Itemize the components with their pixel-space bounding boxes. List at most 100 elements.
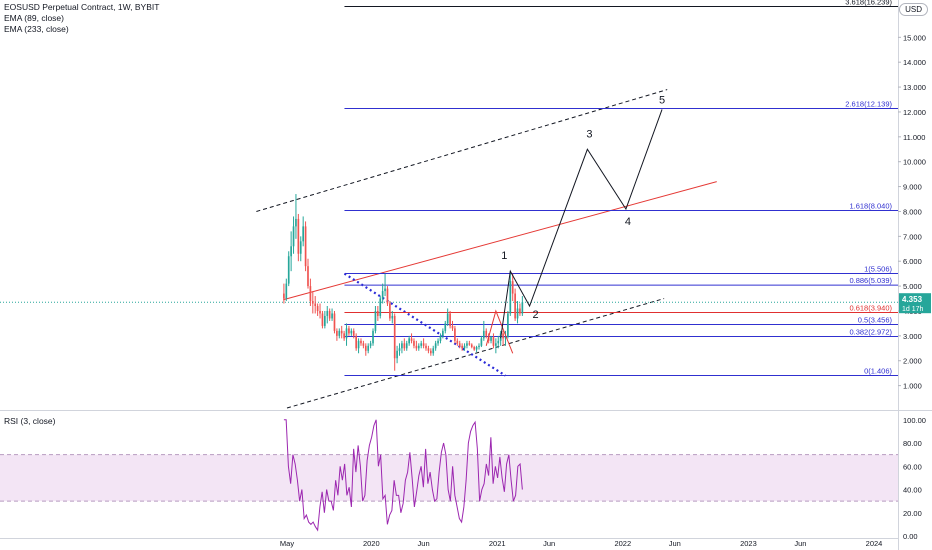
time-tick-label: Jun xyxy=(669,539,681,548)
candle-body xyxy=(290,246,292,257)
red-trend-line xyxy=(283,181,717,301)
ema-89-label[interactable]: EMA (89, close) xyxy=(4,13,64,23)
candle-body xyxy=(319,310,321,314)
last-price-value: 4.353 xyxy=(902,295,923,304)
fib-level-label: 0.618(3.940) xyxy=(849,303,892,312)
candle-body xyxy=(449,313,451,326)
candle-body xyxy=(389,303,391,319)
candle-body xyxy=(458,343,461,346)
candle-body xyxy=(386,288,389,304)
wave-label: 3 xyxy=(586,128,592,140)
wave-label: 2 xyxy=(533,309,539,321)
candle-body xyxy=(429,350,432,354)
candle-body xyxy=(415,345,418,349)
candle-body xyxy=(336,330,338,336)
time-tick-label: Jun xyxy=(543,539,555,548)
candle-body xyxy=(495,343,497,346)
fib-level-label: 1.618(8.040) xyxy=(849,201,892,210)
candle-body xyxy=(331,313,333,319)
price-tick-label: 3.000 xyxy=(903,332,922,341)
price-tick-label: 8.000 xyxy=(903,207,922,216)
candle-body xyxy=(509,281,512,314)
time-tick-label: May xyxy=(280,539,294,548)
candle-body xyxy=(283,293,285,299)
rsi-tick-label: 60.00 xyxy=(903,462,922,471)
candle-body xyxy=(492,337,495,346)
candle-body xyxy=(432,348,435,354)
candle-body xyxy=(295,218,297,227)
candle-body xyxy=(355,335,358,349)
candle-body xyxy=(345,328,348,339)
candle-body xyxy=(316,306,319,311)
fib-level-label: 1(5.506) xyxy=(864,265,892,274)
candle-body xyxy=(307,266,309,287)
rsi-tick-label: 80.00 xyxy=(903,439,922,448)
ema-233-label[interactable]: EMA (233, close) xyxy=(4,24,69,34)
candle-body xyxy=(466,343,468,346)
chart-title[interactable]: EOSUSD Perpetual Contract, 1W, BYBIT xyxy=(4,2,160,12)
candle-body xyxy=(292,226,295,247)
candle-body xyxy=(367,345,370,351)
candle-body xyxy=(497,340,500,344)
candle-body xyxy=(425,345,427,349)
candle-body xyxy=(403,343,406,349)
candle-body xyxy=(340,330,343,334)
rsi-title[interactable]: RSI (3, close) xyxy=(4,416,56,426)
price-tick-label: 6.000 xyxy=(903,257,922,266)
candle-body xyxy=(485,330,488,336)
candle-body xyxy=(473,347,476,350)
candle-body xyxy=(504,337,507,339)
candle-body xyxy=(324,315,326,326)
channel-lower-line xyxy=(286,298,665,409)
candle-body xyxy=(311,301,314,304)
price-tick-label: 14.000 xyxy=(903,58,926,67)
candle-body xyxy=(364,345,367,351)
channel-upper-line xyxy=(256,89,668,212)
candle-body xyxy=(343,333,345,339)
candle-body xyxy=(369,343,372,346)
candle-body xyxy=(287,256,290,284)
candle-body xyxy=(396,350,398,359)
wave-label: 5 xyxy=(659,94,665,106)
currency-button[interactable]: USD xyxy=(899,3,928,16)
candle-body xyxy=(297,218,300,254)
candle-body xyxy=(408,338,410,344)
rsi-tick-label: 40.00 xyxy=(903,486,922,495)
candle-body xyxy=(417,345,420,349)
candle-body xyxy=(502,333,504,339)
rsi-line xyxy=(283,419,523,532)
price-tick-label: 1.000 xyxy=(903,382,922,391)
fib-level-label: 2.618(12.139) xyxy=(845,99,892,108)
last-price-countdown: 1d 17h xyxy=(902,306,924,313)
candle-body xyxy=(348,328,350,334)
candle-body xyxy=(478,345,480,348)
candle-body xyxy=(379,298,382,316)
candle-body xyxy=(470,344,473,348)
candle-body xyxy=(427,348,430,351)
candle-body xyxy=(304,226,307,267)
price-tick-label: 2.000 xyxy=(903,357,922,366)
price-tick-label: 12.000 xyxy=(903,108,926,117)
wave-label: 1 xyxy=(501,250,507,262)
candle-body xyxy=(372,330,374,344)
candle-body xyxy=(413,340,415,346)
candle-body xyxy=(451,325,454,329)
price-tick-label: 7.000 xyxy=(903,232,922,241)
price-tick-label: 10.000 xyxy=(903,158,926,167)
candle-body xyxy=(454,328,456,341)
candle-body xyxy=(362,343,365,346)
price-tick-label: 5.000 xyxy=(903,282,922,291)
candle-body xyxy=(468,343,471,345)
candle-body xyxy=(422,343,425,346)
candle-body xyxy=(328,310,331,319)
candle-body xyxy=(314,303,317,306)
rsi-tick-label: 0.00 xyxy=(903,532,918,541)
candle-body xyxy=(352,330,355,336)
red-triangle-pattern xyxy=(485,309,514,354)
candle-body xyxy=(401,343,403,349)
price-tick-label: 13.000 xyxy=(903,83,926,92)
rsi-tick-label: 100.00 xyxy=(903,416,926,425)
fib-level-label: 0(1.406) xyxy=(864,367,892,376)
